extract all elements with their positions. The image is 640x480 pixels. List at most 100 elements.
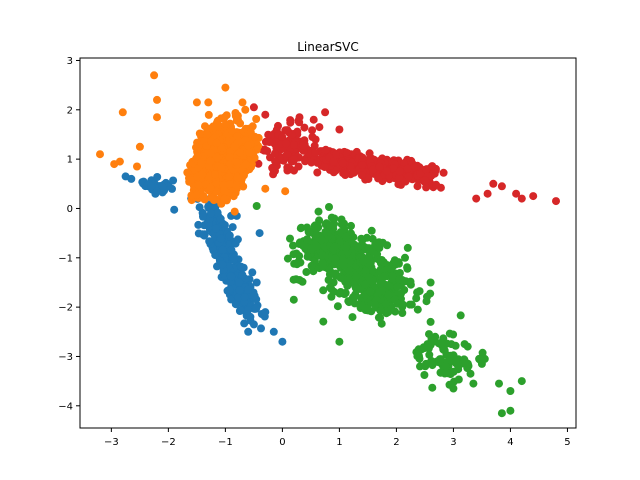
scatter-point-series-3	[281, 187, 290, 196]
y-tick-label: −4	[58, 401, 73, 412]
scatter-point-series-2	[299, 141, 307, 150]
scatter-point-series-2	[395, 167, 404, 176]
x-tick-label: −2	[161, 437, 176, 448]
scatter-point-series-3	[238, 98, 247, 107]
scatter-point-series-1	[331, 254, 340, 263]
scatter-point-series-1	[296, 224, 305, 233]
scatter-point-series-1	[289, 295, 298, 304]
scatter-point-series-0	[231, 300, 240, 309]
scatter-point-series-0	[250, 291, 259, 300]
scatter-point-series-3	[217, 143, 226, 152]
scatter-point-series-1	[426, 317, 435, 326]
scatter-point-series-1	[302, 268, 311, 276]
scatter-point-series-0	[248, 268, 257, 277]
scatter-point-series-3	[230, 207, 239, 216]
scatter-point-series-2	[271, 157, 280, 166]
scatter-point-series-2	[309, 115, 318, 124]
scatter-point-series-1	[354, 243, 362, 252]
scatter-point-series-1	[376, 307, 385, 315]
scatter-point-series-1	[478, 348, 487, 357]
scatter-point-series-1	[441, 362, 450, 370]
scatter-point-series-0	[240, 293, 249, 302]
scatter-point-series-3	[153, 95, 161, 104]
scatter-point-series-1	[339, 275, 348, 284]
scatter-point-series-3	[197, 158, 206, 167]
scatter-point-series-3	[219, 181, 228, 190]
scatter-point-series-3	[186, 176, 195, 184]
scatter-point-series-0	[227, 272, 236, 281]
scatter-point-series-1	[449, 330, 458, 339]
scatter-point-series-2	[382, 167, 391, 176]
scatter-point-series-2	[365, 149, 374, 158]
scatter-point-series-2	[389, 164, 398, 173]
scatter-point-series-0	[252, 304, 261, 313]
scatter-point-series-2	[329, 157, 338, 166]
scatter-point-series-2	[517, 194, 526, 203]
scatter-point-series-2	[413, 182, 422, 191]
scatter-point-series-0	[257, 324, 265, 333]
scatter-point-series-1	[312, 242, 321, 251]
scatter-point-series-0	[233, 235, 242, 244]
x-tick-label: −1	[218, 437, 233, 448]
scatter-point-series-1	[469, 379, 478, 388]
scatter-point-series-2	[497, 182, 506, 191]
scatter-point-series-1	[403, 263, 412, 272]
x-tick-label: 5	[564, 437, 570, 448]
scatter-point-series-3	[118, 108, 127, 117]
scatter-point-series-1	[326, 283, 334, 292]
scatter-point-series-2	[338, 159, 347, 168]
scatter-point-series-1	[406, 277, 415, 286]
x-tick-label: 4	[507, 437, 513, 448]
y-tick-label: −3	[58, 352, 73, 363]
scatter-point-series-0	[147, 182, 156, 191]
scatter-point-series-2	[331, 166, 340, 175]
scatter-point-series-1	[307, 261, 316, 270]
x-tick-label: 3	[450, 437, 456, 448]
scatter-point-series-2	[278, 133, 287, 142]
scatter-point-series-1	[383, 241, 392, 250]
scatter-point-series-1	[412, 294, 421, 303]
scatter-point-series-3	[203, 130, 212, 139]
scatter-point-series-0	[199, 212, 207, 221]
scatter-point-series-1	[393, 282, 402, 291]
scatter-point-series-2	[404, 172, 413, 181]
scatter-point-series-1	[477, 359, 486, 368]
scatter-point-series-3	[153, 113, 161, 122]
scatter-point-series-2	[308, 133, 317, 141]
scatter-point-series-3	[192, 190, 201, 199]
scatter-point-series-2	[375, 162, 384, 171]
scatter-point-series-2	[266, 131, 275, 140]
scatter-point-series-2	[308, 126, 317, 135]
scatter-point-series-2	[311, 148, 319, 157]
scatter-point-series-2	[432, 180, 441, 189]
scatter-point-series-3	[135, 142, 144, 151]
scatter-point-series-2	[254, 159, 263, 168]
scatter-point-series-1	[506, 387, 515, 395]
scatter-point-series-3	[204, 98, 213, 107]
scatter-point-series-1	[384, 291, 393, 299]
scatter-point-series-3	[220, 186, 229, 195]
scatter-point-series-2	[489, 179, 498, 188]
scatter-point-series-1	[289, 275, 298, 284]
scatter-point-series-1	[425, 350, 434, 359]
scatter-point-series-2	[313, 158, 322, 167]
scatter-point-series-1	[367, 277, 376, 286]
scatter-point-series-1	[335, 289, 344, 298]
scatter-point-series-1	[325, 221, 334, 230]
scatter-point-series-2	[261, 110, 270, 119]
scatter-point-series-0	[246, 312, 255, 321]
scatter-point-series-2	[416, 169, 425, 178]
scatter-point-series-1	[358, 235, 367, 244]
scatter-point-series-0	[234, 293, 243, 302]
scatter-point-series-3	[115, 157, 124, 166]
scatter-point-series-2	[342, 148, 351, 157]
scatter-point-series-2	[307, 158, 316, 167]
scatter-point-series-3	[221, 120, 230, 129]
scatter-point-series-3	[206, 157, 215, 166]
scatter-point-series-2	[403, 164, 412, 173]
y-tick-label: 1	[67, 155, 73, 166]
scatter-point-series-2	[290, 166, 298, 175]
scatter-point-series-1	[317, 235, 326, 244]
scatter-point-series-0	[255, 229, 264, 238]
scatter-point-series-0	[227, 245, 236, 254]
